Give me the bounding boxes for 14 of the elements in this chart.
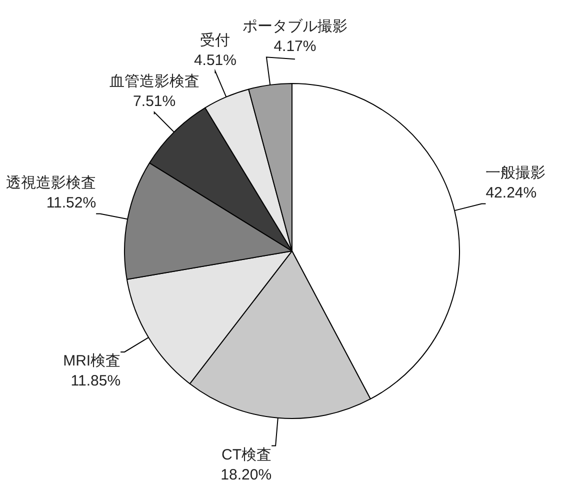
data-label: 4.17% — [274, 38, 316, 55]
data-label: 7.51% — [133, 92, 176, 110]
slice-label: MRI検査 — [63, 352, 121, 370]
data-label: 4.51% — [194, 52, 236, 69]
slice-label: CT検査 — [222, 446, 272, 464]
data-label: 18.20% — [220, 466, 272, 484]
data-label: 11.52% — [46, 194, 96, 212]
data-label: 11.85% — [70, 372, 121, 390]
slice-label: ポータブル撮影 — [242, 18, 348, 35]
slice-label: 受付 — [200, 32, 230, 49]
slice-label: 透視造影検査 — [6, 174, 96, 192]
data-label: 42.24% — [486, 184, 537, 202]
slice-label: 一般撮影 — [486, 164, 546, 182]
slice-label: 血管造影検査 — [109, 72, 200, 90]
